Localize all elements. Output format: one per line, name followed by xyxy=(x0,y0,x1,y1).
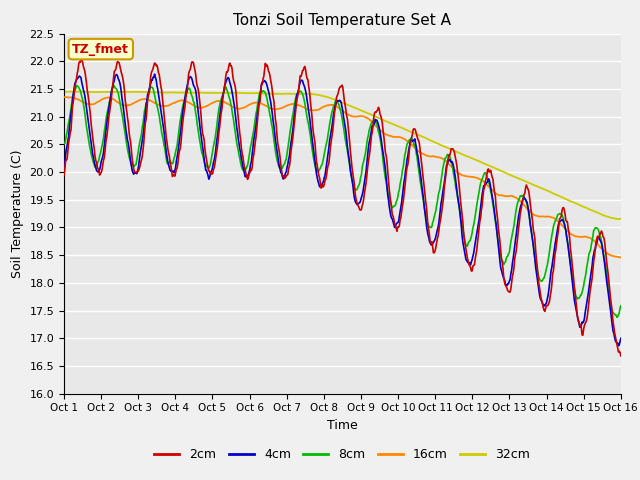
X-axis label: Time: Time xyxy=(327,419,358,432)
Text: TZ_fmet: TZ_fmet xyxy=(72,43,129,56)
Legend: 2cm, 4cm, 8cm, 16cm, 32cm: 2cm, 4cm, 8cm, 16cm, 32cm xyxy=(150,443,535,466)
Title: Tonzi Soil Temperature Set A: Tonzi Soil Temperature Set A xyxy=(234,13,451,28)
Y-axis label: Soil Temperature (C): Soil Temperature (C) xyxy=(11,149,24,278)
